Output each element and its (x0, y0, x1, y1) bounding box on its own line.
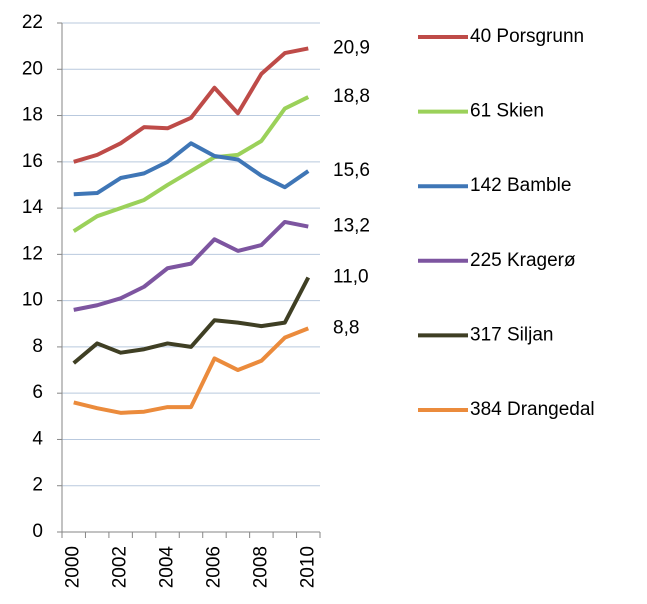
series-line (72, 95, 310, 233)
data-label: 13,2 (333, 216, 370, 237)
y-tick-label: 20 (22, 58, 43, 79)
x-tick-label: 2008 (250, 546, 271, 588)
data-label: 15,6 (333, 160, 370, 181)
y-tick-label: 8 (32, 336, 43, 357)
y-tick-label: 0 (32, 521, 43, 542)
legend-label: 40 Porsgrunn (470, 26, 584, 47)
x-tick-label: 2004 (157, 546, 178, 589)
series-line (73, 326, 310, 415)
y-tick-label: 16 (22, 151, 43, 172)
legend-label: 317 Siljan (470, 324, 553, 345)
y-tick-label: 10 (22, 290, 43, 311)
y-tick-label: 4 (32, 428, 43, 449)
series-line (73, 46, 309, 164)
data-label: 11,0 (333, 267, 369, 288)
legend-label: 225 Kragerø (470, 250, 576, 271)
x-tick-label: 2002 (110, 546, 131, 588)
y-tick-label: 18 (22, 105, 43, 126)
data-label: 8,8 (333, 317, 359, 338)
y-tick-label: 2 (32, 475, 43, 496)
x-tick-label: 2000 (63, 546, 84, 588)
legend-label: 61 Skien (470, 101, 544, 122)
x-tick-label: 2010 (297, 546, 318, 588)
legend-label: 142 Bamble (470, 175, 571, 196)
series-line (73, 219, 309, 312)
legend-label: 384 Drangedal (470, 399, 595, 420)
x-tick-label: 2006 (203, 546, 224, 588)
series-line (73, 141, 310, 197)
data-label: 18,8 (333, 86, 370, 107)
y-tick-label: 6 (32, 382, 43, 403)
y-tick-label: 14 (22, 197, 44, 218)
y-tick-label: 22 (22, 12, 43, 33)
data-label: 20,9 (333, 37, 370, 58)
series-line (72, 276, 311, 365)
y-tick-label: 12 (22, 243, 43, 264)
